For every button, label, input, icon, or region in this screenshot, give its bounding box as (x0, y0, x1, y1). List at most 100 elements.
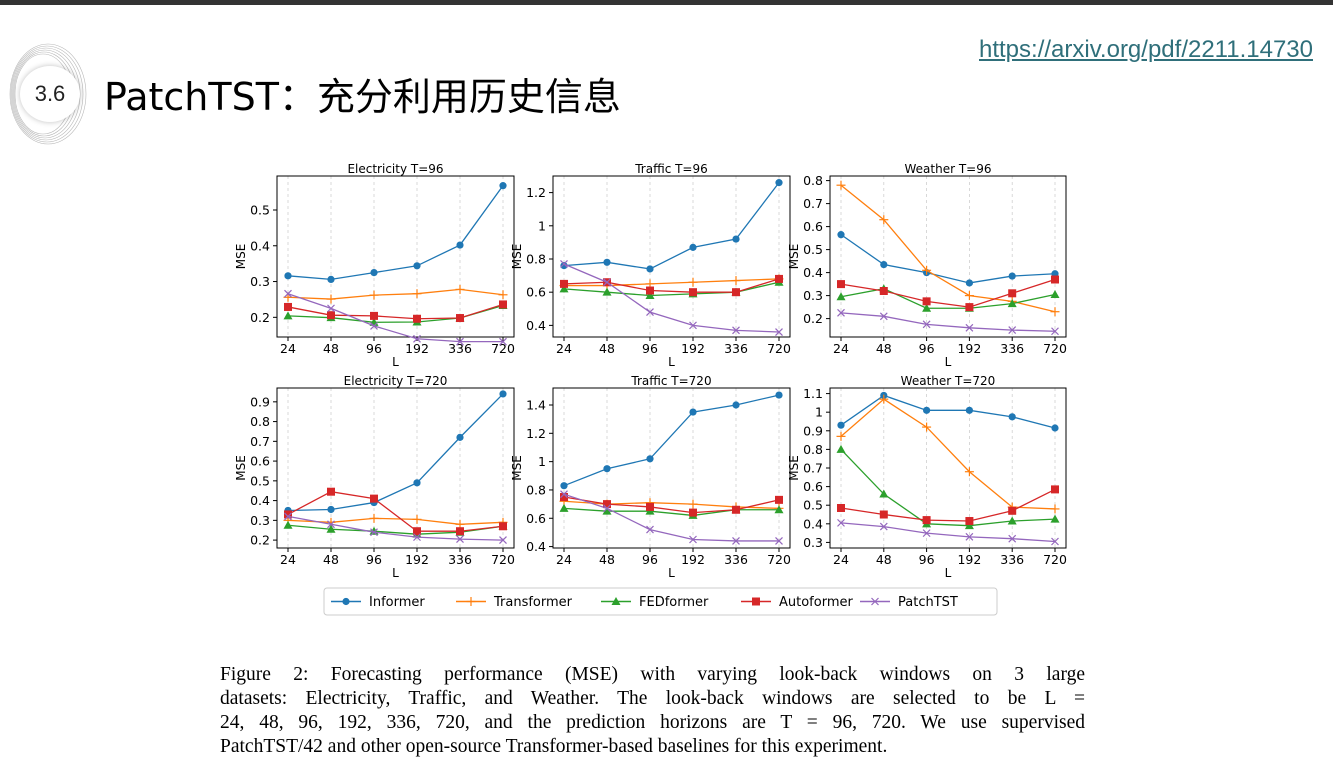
y-tick-label: 1.4 (526, 397, 546, 412)
marker-informer (327, 506, 334, 513)
plot-frame (553, 176, 790, 337)
y-tick-label: 0.3 (250, 274, 270, 289)
marker-informer (560, 482, 567, 489)
y-axis-label: MSE (510, 244, 524, 270)
x-axis-label: L (945, 566, 952, 580)
x-tick-label: 336 (448, 341, 472, 356)
x-tick-label: 48 (876, 341, 892, 356)
marker-informer (342, 598, 349, 605)
x-axis-label: L (668, 355, 675, 369)
y-tick-label: 1 (538, 454, 546, 469)
series-line (288, 394, 503, 511)
marker-autoformer (775, 496, 783, 504)
x-tick-label: 96 (366, 552, 382, 567)
marker-autoformer (775, 275, 783, 283)
x-tick-label: 192 (957, 552, 981, 567)
marker-informer (603, 465, 610, 472)
x-tick-label: 192 (405, 552, 429, 567)
chart-title: Electricity T=720 (344, 374, 448, 388)
marker-autoformer (370, 312, 378, 320)
series-line (564, 183, 779, 269)
y-tick-label: 0.8 (250, 414, 270, 429)
marker-informer (413, 479, 420, 486)
series-patchtst (561, 260, 783, 335)
marker-informer (603, 259, 610, 266)
y-tick-label: 0.8 (526, 251, 546, 266)
marker-fedformer (284, 521, 293, 529)
marker-informer (966, 407, 973, 414)
caption-line: Figure 2: Forecasting performance (MSE) … (220, 663, 1085, 687)
y-tick-label: 0.5 (250, 202, 270, 217)
series-line (841, 289, 1055, 309)
x-tick-label: 96 (642, 552, 658, 567)
y-tick-label: 0.2 (250, 533, 270, 548)
x-tick-label: 24 (833, 552, 849, 567)
marker-informer (499, 182, 506, 189)
x-tick-label: 720 (767, 341, 791, 356)
marker-autoformer (327, 488, 335, 496)
series-line (564, 264, 779, 332)
marker-autoformer (456, 314, 464, 322)
x-tick-label: 24 (556, 341, 572, 356)
marker-autoformer (965, 303, 973, 311)
series-informer (837, 231, 1058, 287)
y-tick-label: 0.5 (803, 498, 823, 513)
marker-autoformer (327, 311, 335, 319)
marker-autoformer (923, 297, 931, 305)
legend-label: Transformer (493, 595, 573, 610)
caption-line: PatchTST/42 and other open-source Transf… (220, 735, 1085, 759)
x-tick-label: 720 (491, 552, 515, 567)
x-tick-label: 336 (448, 552, 472, 567)
marker-informer (327, 276, 334, 283)
y-tick-label: 0.5 (803, 242, 823, 257)
marker-informer (689, 408, 696, 415)
x-tick-label: 24 (556, 552, 572, 567)
caption-line: 24, 48, 96, 192, 336, 720, and the predi… (220, 711, 1085, 735)
x-tick-label: 720 (767, 552, 791, 567)
marker-informer (413, 262, 420, 269)
x-tick-label: 96 (642, 341, 658, 356)
y-tick-label: 1.1 (803, 386, 823, 401)
marker-informer (499, 390, 506, 397)
y-tick-label: 0.3 (250, 513, 270, 528)
caption-line: datasets: Electricity, Traffic, and Weat… (220, 687, 1085, 711)
plot-frame (830, 388, 1066, 548)
series-line (288, 492, 503, 532)
series-line (841, 395, 1055, 428)
chart-title: Traffic T=720 (630, 374, 711, 388)
series-line (288, 186, 503, 280)
series-transformer (837, 395, 1060, 514)
y-tick-label: 0.4 (250, 238, 270, 253)
x-tick-label: 336 (724, 552, 748, 567)
y-tick-label: 0.8 (526, 482, 546, 497)
x-axis-label: L (392, 566, 399, 580)
series-transformer (837, 181, 1060, 317)
x-tick-label: 96 (366, 341, 382, 356)
marker-autoformer (1051, 276, 1059, 284)
legend-label: Autoformer (779, 595, 853, 610)
y-tick-label: 0.8 (803, 173, 823, 188)
y-tick-label: 0.6 (526, 285, 546, 300)
marker-autoformer (456, 527, 464, 535)
marker-informer (689, 244, 696, 251)
y-tick-label: 1.2 (526, 185, 546, 200)
y-tick-label: 0.7 (250, 434, 270, 449)
x-tick-label: 96 (919, 341, 935, 356)
series-informer (284, 390, 506, 514)
series-line (841, 523, 1055, 542)
marker-autoformer (1008, 289, 1016, 297)
legend-label: PatchTST (898, 595, 958, 610)
marker-fedformer (560, 504, 569, 512)
marker-autoformer (837, 504, 845, 512)
y-tick-label: 0.4 (803, 265, 823, 280)
y-axis-label: MSE (787, 455, 801, 481)
marker-informer (370, 269, 377, 276)
marker-informer (923, 407, 930, 414)
x-tick-label: 192 (681, 341, 705, 356)
x-tick-label: 24 (280, 341, 296, 356)
chart-title: Weather T=96 (905, 162, 992, 176)
y-tick-label: 0.2 (803, 311, 823, 326)
plot-frame (830, 176, 1066, 337)
series-line (564, 494, 779, 541)
marker-fedformer (1051, 290, 1060, 298)
